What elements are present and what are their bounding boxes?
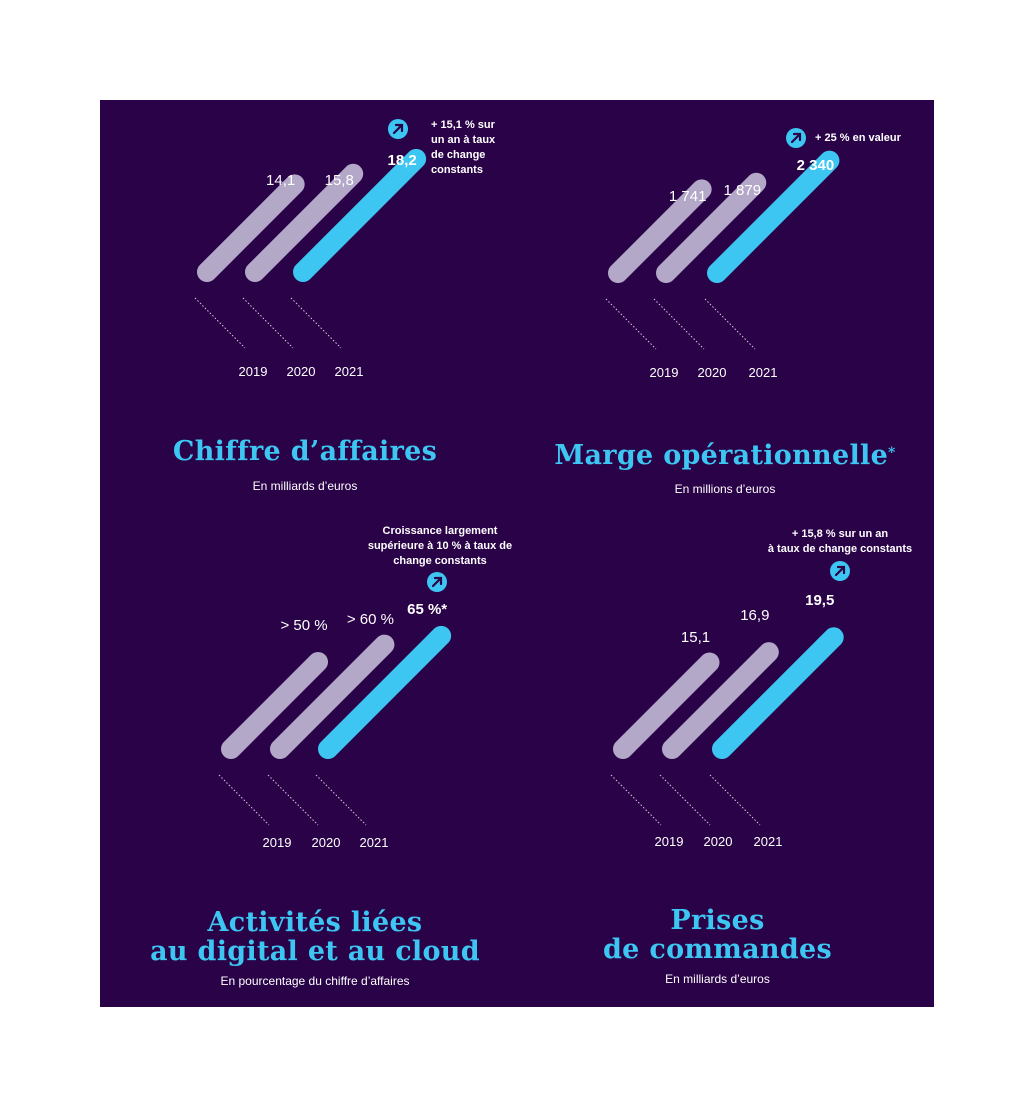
bar-2019 xyxy=(613,652,720,759)
chart-title: Prises de commandes xyxy=(602,905,833,965)
leader-line xyxy=(704,298,756,350)
leader-line xyxy=(709,774,761,826)
growth-note: Croissance largement supérieure à 10 % à… xyxy=(367,525,513,567)
bar-2019 xyxy=(608,179,712,283)
chart-title: Marge opérationnelle* xyxy=(554,440,896,471)
bar-2021 xyxy=(293,148,427,282)
year-label: 2021 xyxy=(754,834,783,849)
arrow-up-right-icon xyxy=(388,119,408,139)
value-label: 2 340 xyxy=(797,157,835,174)
year-label: 2021 xyxy=(749,365,778,380)
chart-title: Chiffre d’affaires xyxy=(172,436,438,467)
bar-2019 xyxy=(197,174,305,282)
value-label: 16,9 xyxy=(740,607,769,624)
bar-2020 xyxy=(656,172,767,283)
year-label: 2020 xyxy=(312,835,341,850)
year-label: 2019 xyxy=(650,365,679,380)
value-label: > 50 % xyxy=(280,617,327,634)
year-label: 2021 xyxy=(360,835,389,850)
bar-2021 xyxy=(318,625,452,759)
value-label: 19,5 xyxy=(805,592,834,609)
bar-2021 xyxy=(707,150,840,283)
year-label: 2020 xyxy=(698,365,727,380)
bar-2020 xyxy=(270,634,395,759)
year-label: 2020 xyxy=(287,364,316,379)
bar-2020 xyxy=(662,642,779,759)
bar-2021 xyxy=(712,627,844,759)
chart-subtitle: En milliards d’euros xyxy=(665,972,770,986)
infographic-panel: 2019 14,1 2020 15,8 2021 18,2 2019 1 741 2020 1 8… xyxy=(100,100,934,1007)
growth-note: + 25 % en valeur xyxy=(815,132,901,144)
leader-line xyxy=(605,298,657,350)
leader-line xyxy=(194,297,246,349)
value-label: 14,1 xyxy=(266,172,295,189)
leader-line xyxy=(242,297,294,349)
bar-2019 xyxy=(221,651,329,759)
year-label: 2021 xyxy=(335,364,364,379)
year-label: 2020 xyxy=(704,834,733,849)
leader-line xyxy=(290,297,342,349)
leader-line xyxy=(218,774,270,826)
chart-subtitle: En millions d’euros xyxy=(674,482,776,496)
arrow-up-right-icon xyxy=(427,572,447,592)
value-label: 15,1 xyxy=(681,629,710,646)
bar-2020 xyxy=(245,163,364,282)
value-label: 1 879 xyxy=(724,182,762,199)
arrow-up-right-icon xyxy=(786,128,806,148)
year-label: 2019 xyxy=(239,364,268,379)
chart-title: Activités liées au digital et au cloud xyxy=(150,907,480,967)
year-label: 2019 xyxy=(263,835,292,850)
value-label: 1 741 xyxy=(669,188,707,205)
chart-subtitle: En pourcentage du chiffre d’affaires xyxy=(220,974,410,988)
arrow-up-right-icon xyxy=(830,561,850,581)
leader-line xyxy=(659,774,711,826)
charts-canvas: 2019 14,1 2020 15,8 2021 18,2 2019 1 741 2020 1 8… xyxy=(194,119,850,850)
value-label: 15,8 xyxy=(325,172,354,189)
leader-line xyxy=(610,774,662,826)
growth-note: + 15,8 % sur un an à taux de change cons… xyxy=(767,528,913,555)
chart-subtitle: En milliards d’euros xyxy=(252,479,358,493)
leader-line xyxy=(653,298,705,350)
year-label: 2019 xyxy=(655,834,684,849)
leader-line xyxy=(315,774,367,826)
value-label: 65 %* xyxy=(407,601,447,618)
growth-note: + 15,1 % sur un an à taux de change cons… xyxy=(431,119,496,176)
value-label: 18,2 xyxy=(388,152,417,169)
leader-line xyxy=(267,774,319,826)
value-label: > 60 % xyxy=(347,611,394,628)
